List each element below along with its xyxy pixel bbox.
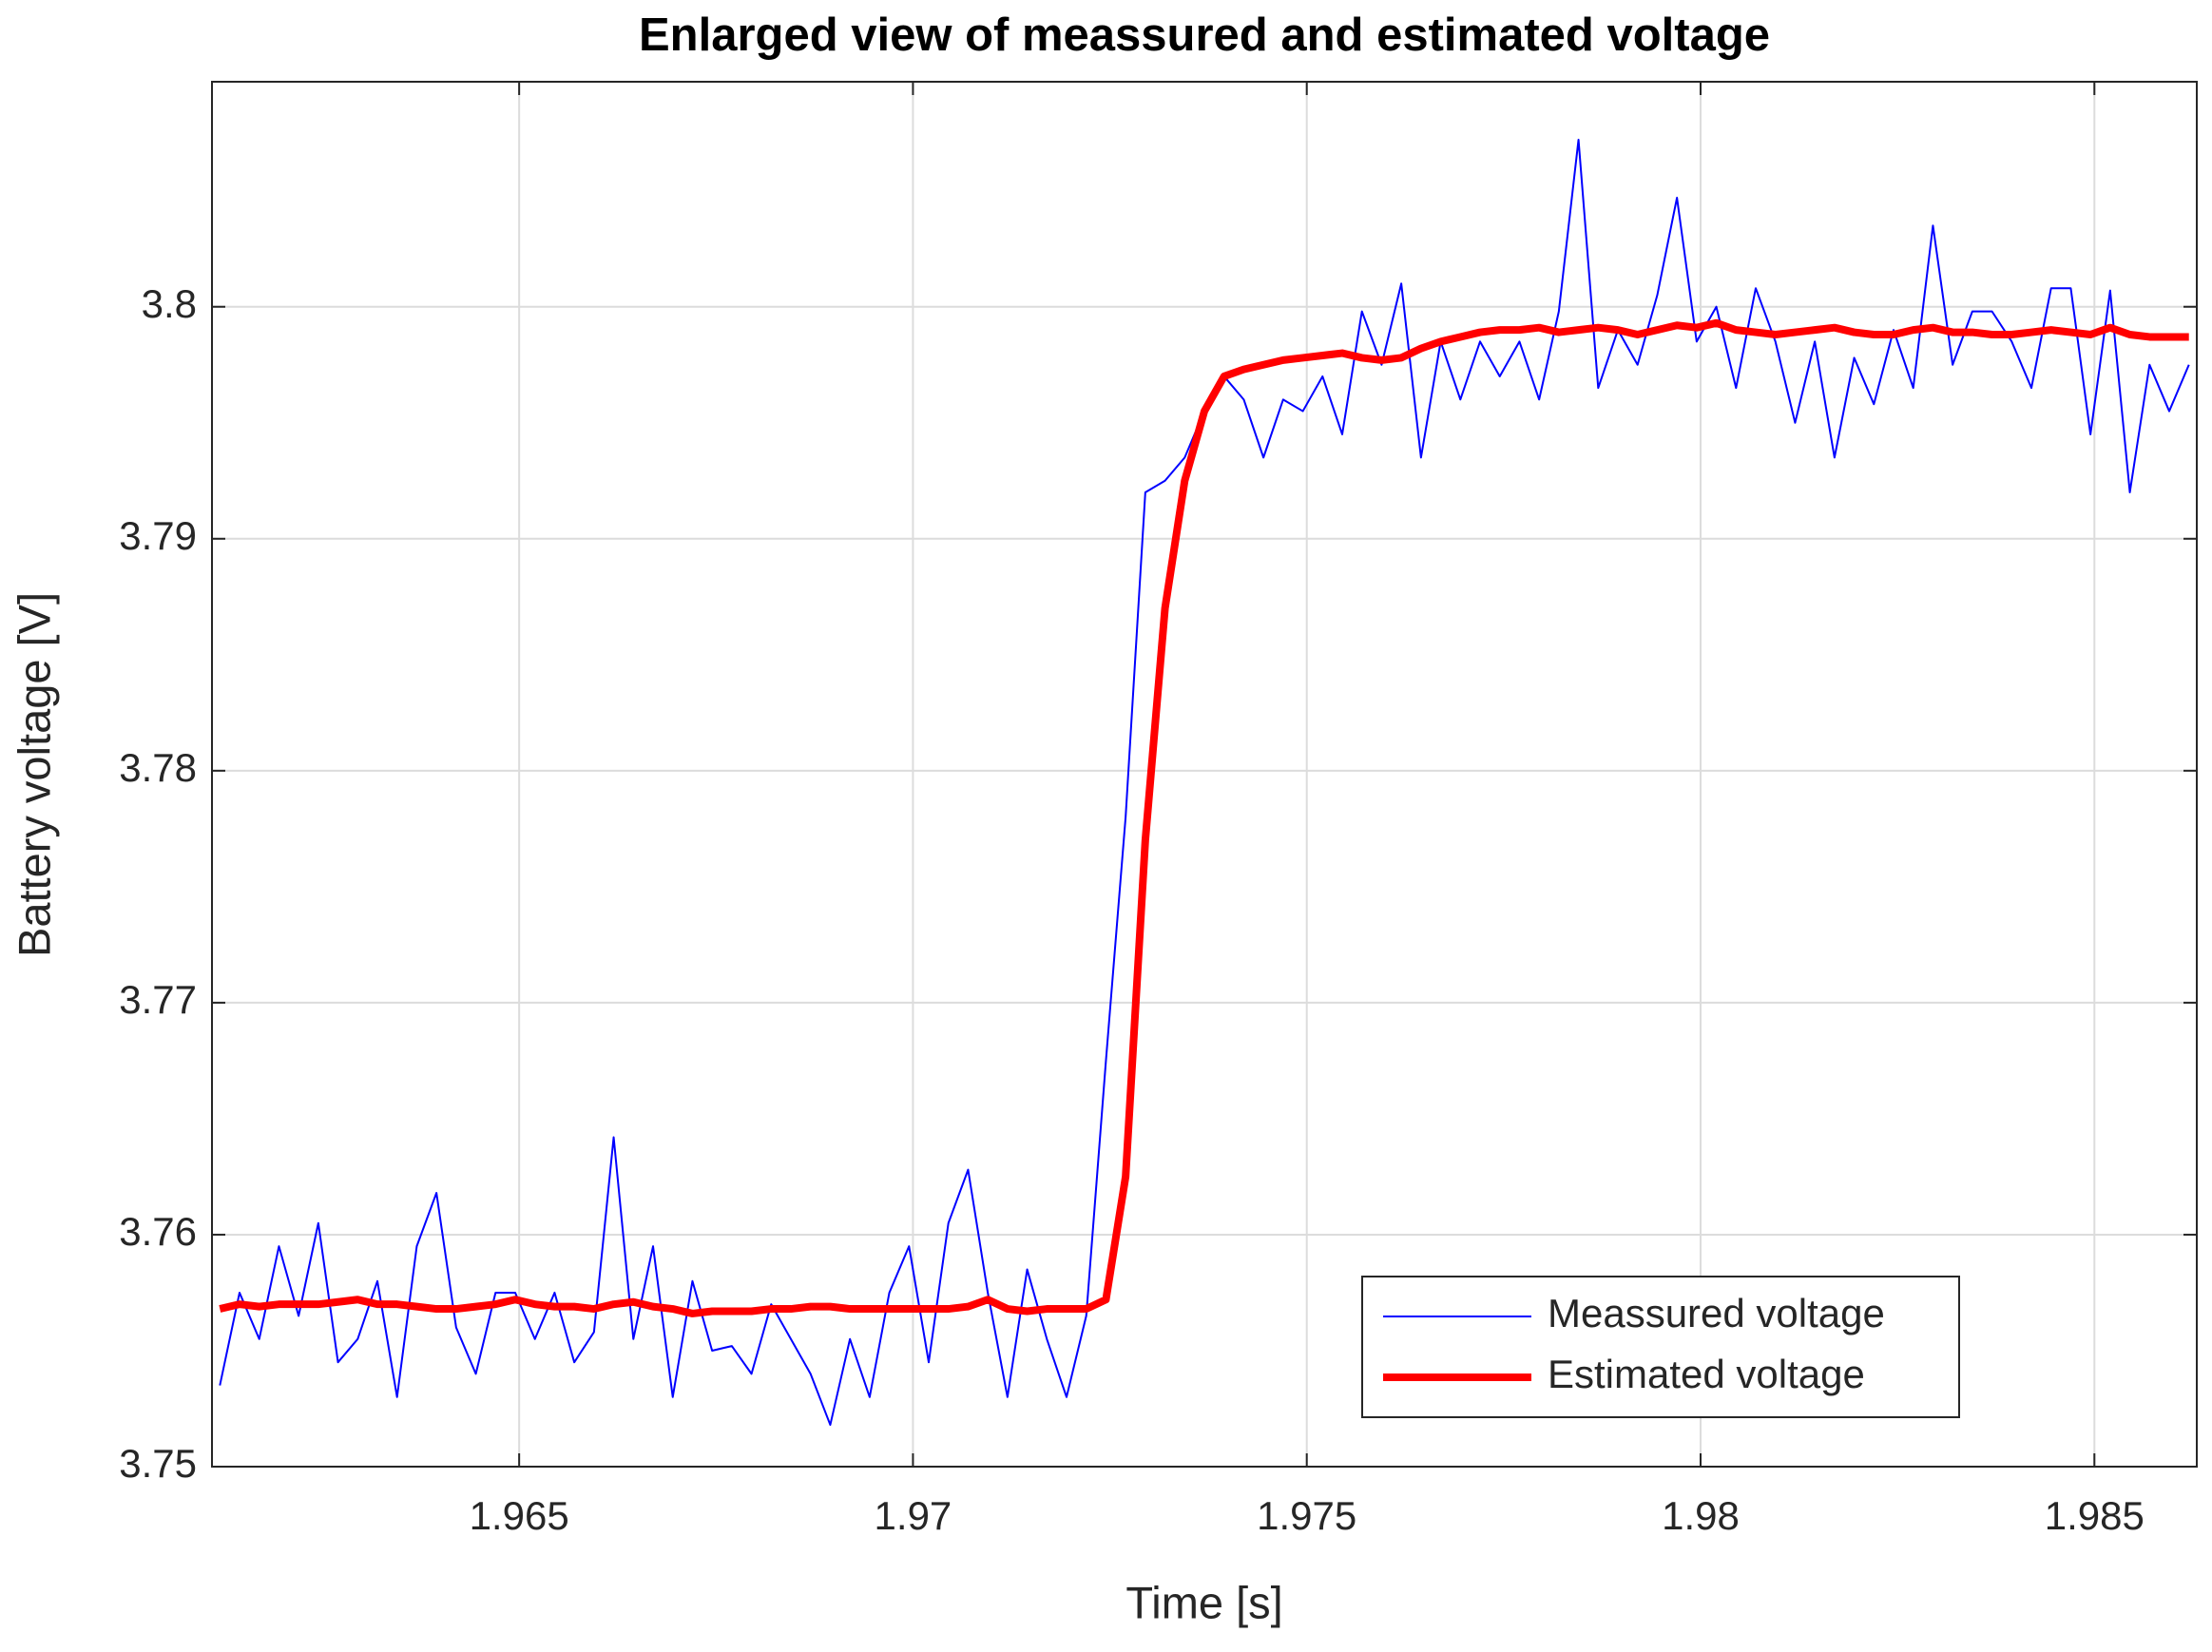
x-tick-label: 1.975 xyxy=(1257,1493,1356,1538)
y-tick-label: 3.8 xyxy=(142,281,197,326)
x-axis-label: Time [s] xyxy=(1125,1577,1282,1627)
axes: 1.965 1.97 1.975 1.98 1.985 3.75 3.76 3.77 3.78 3… xyxy=(119,81,2198,1538)
y-tick-label: 3.76 xyxy=(119,1209,197,1254)
axes-box xyxy=(211,81,2198,1468)
x-tick-label: 1.98 xyxy=(1662,1493,1740,1538)
y-tick-label: 3.78 xyxy=(119,745,197,790)
legend-label: Meassured voltage xyxy=(1548,1291,1885,1335)
legend-label: Estimated voltage xyxy=(1548,1352,1865,1396)
chart-title: Enlarged view of meassured and estimated… xyxy=(639,10,1770,61)
plot-area xyxy=(212,82,2197,1467)
legend: Meassured voltage Estimated voltage xyxy=(1361,1276,1960,1418)
x-tick-label: 1.985 xyxy=(2045,1493,2145,1538)
series-line xyxy=(219,318,2189,1317)
x-tick-label: 1.97 xyxy=(875,1493,952,1538)
lines xyxy=(219,139,2190,1427)
legend-box xyxy=(1361,1276,1960,1418)
y-tick-label: 3.77 xyxy=(119,977,197,1022)
x-tick-label: 1.965 xyxy=(470,1493,569,1538)
y-axis-label: Battery voltage [V] xyxy=(9,592,59,957)
y-tick-label: 3.79 xyxy=(119,513,197,558)
y-tick-label: 3.75 xyxy=(119,1441,197,1486)
grid xyxy=(212,82,2197,1468)
